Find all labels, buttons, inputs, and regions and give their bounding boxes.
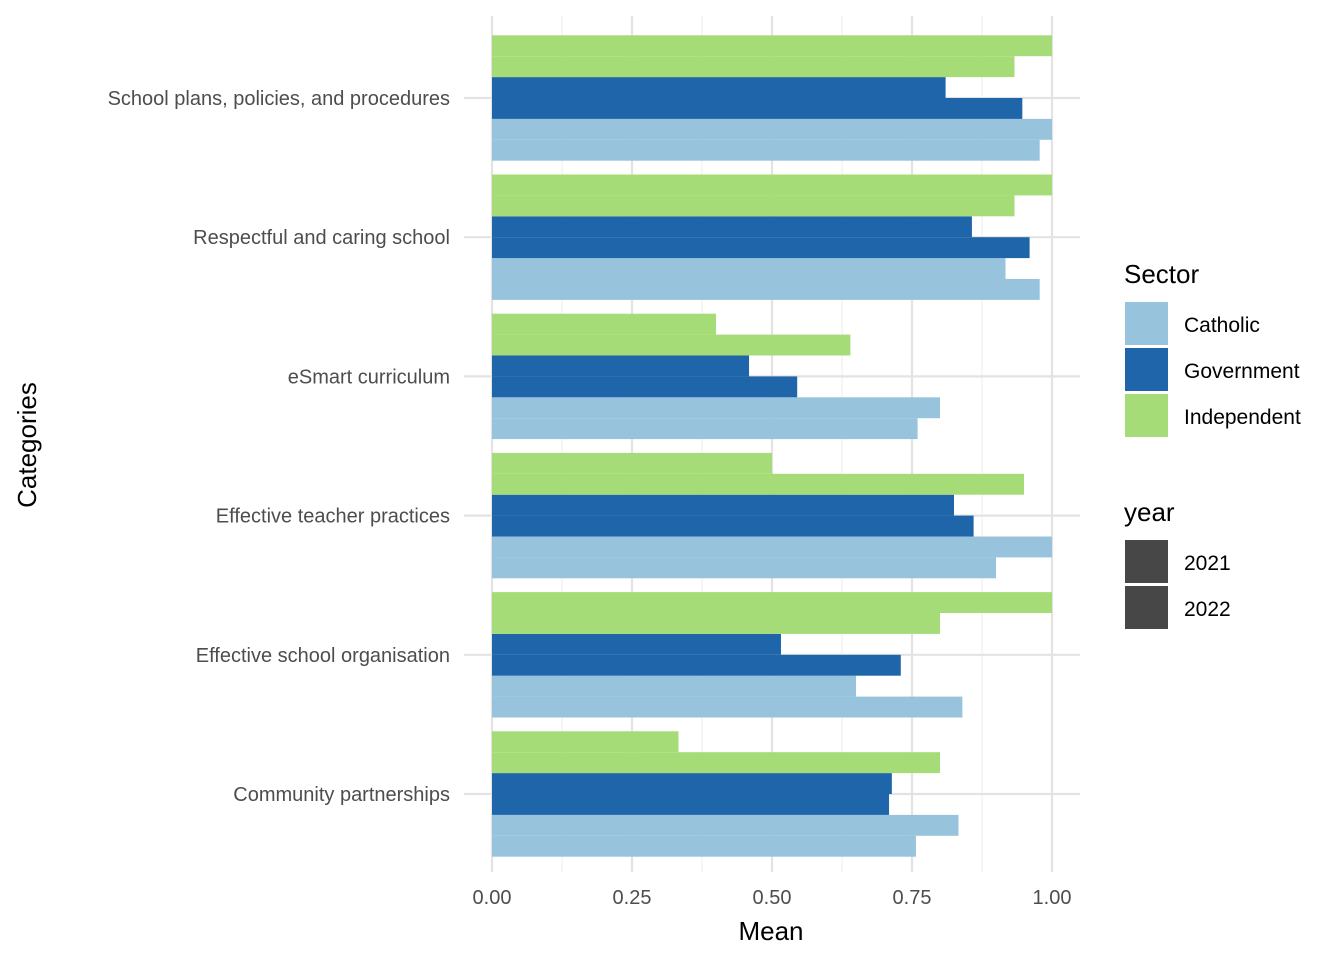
bar-independent-2022 <box>492 56 1015 78</box>
bar-government-2021 <box>492 77 946 98</box>
legend-sector-title: Sector <box>1124 259 1199 289</box>
y-axis-tick-labels: Community partnerships Effective school o… <box>108 88 450 806</box>
bar-catholic-2022 <box>492 418 918 440</box>
bar-catholic-2022 <box>492 139 1040 161</box>
bar-government-2022 <box>492 654 901 676</box>
bar-independent-2021 <box>492 592 1052 613</box>
bar-catholic-2021 <box>492 258 1006 279</box>
bar-catholic-2021 <box>492 118 1052 140</box>
y-tick-label: eSmart curriculum <box>288 366 450 388</box>
bars <box>492 35 1052 857</box>
bar-government-2021 <box>492 773 892 794</box>
legend-key-year-2021 <box>1125 540 1168 583</box>
bar-government-2021 <box>492 494 954 516</box>
legend-sector: Sector Catholic Government Independent <box>1124 259 1301 437</box>
legend-label: Government <box>1184 360 1300 383</box>
bar-government-2022 <box>492 794 890 815</box>
bar-independent-2022 <box>492 334 851 356</box>
bar-catholic-2022 <box>492 279 1040 300</box>
bar-catholic-2022 <box>492 835 916 857</box>
bar-catholic-2021 <box>492 814 959 836</box>
y-tick-label: School plans, policies, and procedures <box>108 88 450 110</box>
bar-independent-2022 <box>492 613 940 634</box>
bar-government-2021 <box>492 355 750 377</box>
y-tick-label: Community partnerships <box>233 784 450 806</box>
x-tick-label: 1.00 <box>1033 887 1072 909</box>
legend-key-independent <box>1125 394 1168 437</box>
bar-catholic-2022 <box>492 557 996 579</box>
y-tick-label: Respectful and caring school <box>193 227 450 249</box>
bar-catholic-2021 <box>492 397 940 419</box>
x-tick-label: 0.75 <box>893 887 932 909</box>
x-tick-label: 0.00 <box>473 887 512 909</box>
bar-independent-2022 <box>492 195 1015 217</box>
legend-label: Independent <box>1184 406 1301 429</box>
bar-government-2021 <box>492 216 972 238</box>
bar-independent-2021 <box>492 731 679 753</box>
bar-catholic-2021 <box>492 675 856 697</box>
legend-label: Catholic <box>1184 314 1260 337</box>
bar-catholic-2022 <box>492 696 963 718</box>
bar-government-2022 <box>492 98 1023 119</box>
bar-independent-2021 <box>492 452 772 474</box>
bar-government-2022 <box>492 376 798 398</box>
bar-government-2022 <box>492 515 974 537</box>
bar-independent-2021 <box>492 174 1052 196</box>
legend-label: 2022 <box>1184 598 1231 621</box>
bar-catholic-2021 <box>492 536 1052 558</box>
x-tick-label: 0.25 <box>613 887 652 909</box>
x-axis-tick-labels: 0.00 0.25 0.50 0.75 1.00 <box>473 887 1072 909</box>
legend-label: 2021 <box>1184 552 1231 575</box>
bar-independent-2022 <box>492 473 1024 495</box>
legend-key-year-2022 <box>1125 586 1168 629</box>
legend-year: year 2021 2022 <box>1124 497 1231 629</box>
bar-government-2021 <box>492 633 781 655</box>
bar-independent-2021 <box>492 313 716 335</box>
y-tick-label: Effective teacher practices <box>216 506 450 528</box>
legend-year-title: year <box>1124 497 1175 527</box>
bar-government-2022 <box>492 237 1030 259</box>
legend-key-government <box>1125 348 1168 391</box>
bar-independent-2022 <box>492 752 940 774</box>
x-tick-label: 0.50 <box>753 887 792 909</box>
y-tick-label: Effective school organisation <box>196 645 450 667</box>
y-axis-title: Categories <box>12 382 42 508</box>
legend-key-catholic <box>1125 302 1168 345</box>
bar-independent-2021 <box>492 35 1052 57</box>
x-axis-title: Mean <box>738 916 803 946</box>
